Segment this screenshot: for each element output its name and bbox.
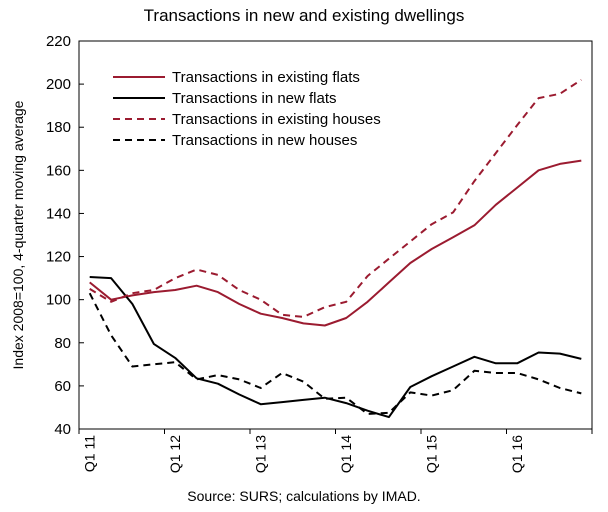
x-tick-label: Q1 11: [82, 435, 98, 472]
legend-label-2: Transactions in new flats: [172, 90, 337, 107]
chart-title: Transactions in new and existing dwellin…: [143, 6, 465, 25]
x-tick-label: Q1 16: [509, 435, 525, 473]
x-tick-label: Q1 12: [167, 435, 183, 473]
legend-label-3: Transactions in existing houses: [172, 111, 381, 128]
legend-label-1: Transactions in existing flats: [172, 69, 360, 86]
series-line-3: [89, 78, 582, 318]
series-line-2: [89, 276, 582, 419]
y-tick-label: 200: [46, 76, 71, 93]
x-tick-label: Q1 13: [253, 435, 269, 473]
axes: 40 60 80 100 120 140 160 180 200 220 Q1 11 Q1 12 Q1 …: [10, 33, 593, 473]
y-tick-label: 80: [54, 335, 71, 352]
legend: Transactions in existing flats Transactio…: [113, 69, 381, 149]
y-tick-label: 140: [46, 205, 71, 222]
legend-label-4: Transactions in new houses: [172, 132, 357, 149]
y-tick-label: 60: [54, 378, 71, 395]
series-line-1: [89, 159, 582, 327]
series-line-4: [88, 292, 582, 415]
y-axis-label: Index 2008=100, 4-quarter moving average: [10, 100, 26, 369]
y-tick-label: 120: [46, 249, 71, 266]
source-note: Source: SURS; calculations by IMAD.: [187, 488, 421, 504]
series-lines: [88, 78, 582, 419]
y-tick-label: 40: [54, 421, 71, 438]
x-tick-label: Q1 14: [338, 435, 354, 473]
y-tick-label: 160: [46, 162, 71, 179]
y-tick-label: 180: [46, 119, 71, 136]
x-tick-label: Q1 15: [424, 435, 440, 473]
y-tick-label: 100: [46, 292, 71, 309]
y-tick-label: 220: [46, 33, 71, 50]
